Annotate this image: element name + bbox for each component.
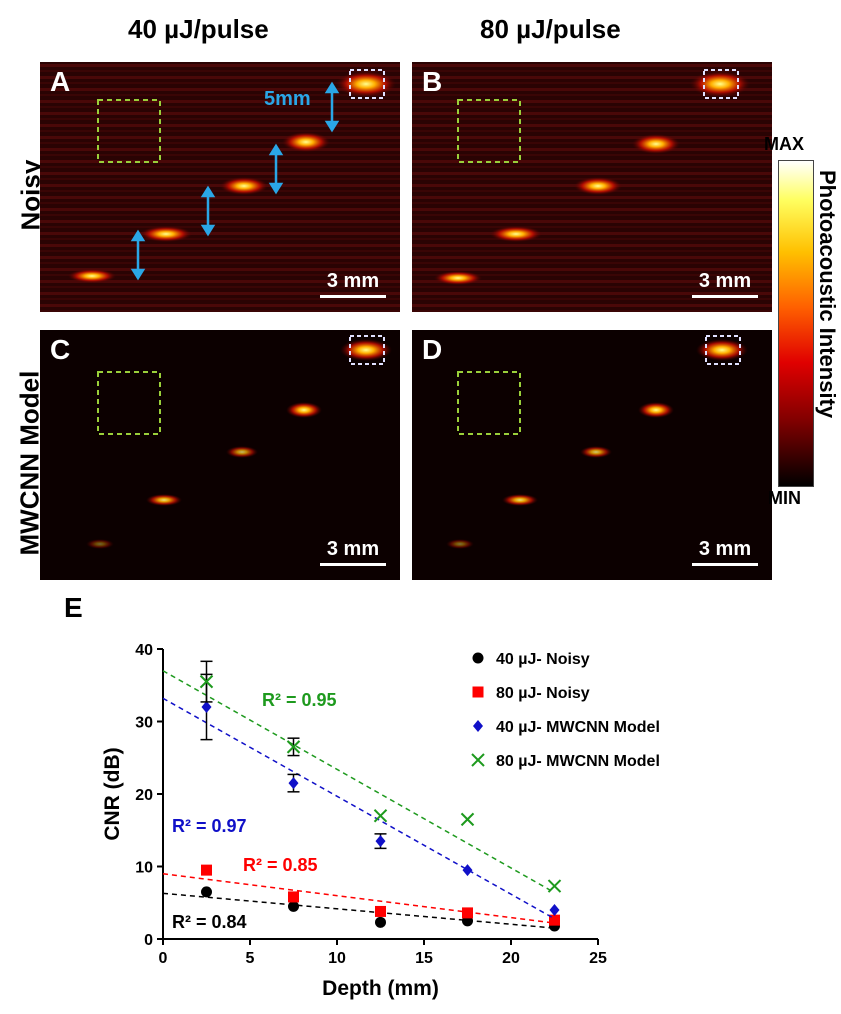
- image-panel-d: D 3 mm: [412, 330, 772, 580]
- photoacoustic-image: [40, 330, 400, 580]
- r-squared-label: R² = 0.97: [172, 816, 247, 836]
- fit-line: [162, 892, 555, 929]
- photoacoustic-image: [412, 62, 772, 312]
- photoacoustic-image: [412, 330, 772, 580]
- y-axis-label: CNR (dB): [101, 747, 124, 840]
- x-tick-label: 0: [159, 950, 168, 967]
- data-point: [375, 916, 386, 928]
- legend-label: 40 µJ- Noisy: [496, 651, 590, 668]
- x-axis-label: Depth (mm): [322, 977, 439, 1000]
- cnr-chart-panel: E 0 5 10 15 20 25 0 10 20 30 40 Depth (mm) CNR (dB) R…: [0, 592, 841, 1014]
- panel-letter: B: [422, 66, 443, 97]
- legend-label: 80 µJ- MWCNN Model: [496, 753, 660, 770]
- cnr-chart: 0 5 10 15 20 25 0 10 20 30 40 Depth (mm) CNR (dB) R² …: [101, 642, 660, 1000]
- data-point: [462, 907, 473, 919]
- data-point: [549, 904, 560, 916]
- y-tick-label: 30: [135, 715, 153, 732]
- image-panel-a: A 5mm 3 mm: [40, 62, 400, 312]
- legend-marker: [472, 652, 484, 664]
- y-tick-label: 0: [144, 932, 153, 949]
- r-squared-label: R² = 0.95: [262, 690, 337, 710]
- data-point: [288, 891, 299, 903]
- legend-label: 80 µJ- Noisy: [496, 685, 590, 702]
- r-squared-label: R² = 0.84: [172, 912, 247, 932]
- fit-line: [162, 670, 555, 894]
- y-tick-label: 40: [135, 642, 153, 659]
- data-point: [201, 701, 212, 713]
- image-panel-b: B 3 mm: [412, 62, 772, 312]
- legend-label: 40 µJ- MWCNN Model: [496, 719, 660, 736]
- y-tick-label: 10: [135, 860, 153, 877]
- colorbar-min-label: MIN: [768, 488, 801, 508]
- colorbar: [778, 160, 814, 487]
- spacing-annotation: 5mm: [264, 88, 311, 110]
- data-point: [199, 674, 214, 689]
- fit-line: [162, 873, 555, 924]
- data-point: [288, 900, 299, 912]
- x-tick-label: 15: [415, 950, 433, 967]
- legend-marker: [471, 753, 485, 767]
- r-squared-label: R² = 0.85: [243, 855, 318, 875]
- column-title-80uj: 80 µJ/pulse: [480, 14, 621, 44]
- panel-letter: D: [422, 334, 443, 365]
- data-point: [549, 914, 560, 926]
- legend-marker: [472, 686, 484, 698]
- x-tick-label: 10: [328, 950, 346, 967]
- data-point: [373, 809, 388, 823]
- data-point: [462, 864, 473, 877]
- scale-bar: 3 mm: [692, 538, 758, 566]
- data-point: [375, 905, 386, 917]
- y-tick-label: 20: [135, 787, 153, 804]
- scale-bar: 3 mm: [320, 270, 386, 298]
- image-panel-c: C 3 mm: [40, 330, 400, 580]
- panel-letter: A: [50, 66, 71, 97]
- x-tick-label: 20: [502, 950, 520, 967]
- column-title-40uj: 40 µJ/pulse: [128, 14, 269, 44]
- legend-marker: [473, 720, 483, 732]
- scale-bar: 3 mm: [692, 270, 758, 298]
- data-point: [201, 864, 212, 876]
- x-tick-label: 5: [246, 950, 255, 967]
- colorbar-max-label: MAX: [764, 134, 804, 154]
- chart-panel-letter: E: [64, 592, 83, 623]
- scale-bar: 3 mm: [320, 538, 386, 566]
- data-point: [460, 812, 475, 827]
- fit-line: [162, 697, 555, 920]
- colorbar-title: Photoacoustic Intensity: [815, 170, 840, 419]
- data-point: [288, 777, 299, 790]
- x-tick-label: 25: [589, 950, 607, 967]
- data-point: [286, 740, 301, 754]
- data-point: [201, 886, 212, 898]
- photoacoustic-image: [40, 62, 400, 312]
- panel-letter: C: [50, 334, 71, 365]
- data-point: [375, 835, 386, 848]
- data-point: [547, 879, 562, 893]
